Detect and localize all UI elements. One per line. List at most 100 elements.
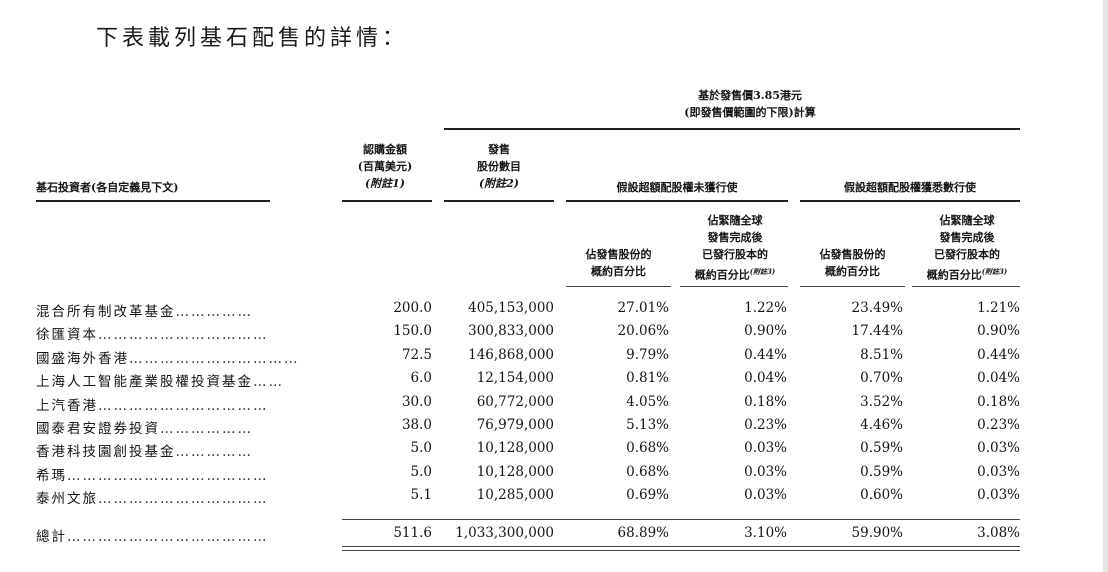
basis-heading: 基於發售價3.85港元 (即發售價範圍的下限)計算 xyxy=(600,87,900,121)
subscription-unit: (百萬美元) xyxy=(357,160,413,173)
total-row-leader-dots: ………………………………… xyxy=(67,529,269,545)
table-row-4-label: 上海人工智能產業股權投資基金 xyxy=(36,374,253,391)
shares-rule xyxy=(444,200,554,202)
table-row-2-a-total: 0.90% xyxy=(744,323,787,340)
table-row-5-a-total: 0.18% xyxy=(744,393,787,410)
table-row-3-name: 國盛海外香港…………………………… xyxy=(36,347,336,367)
table-row-6-amount: 38.0 xyxy=(401,417,432,433)
table-row-1-b-total: 1.21% xyxy=(977,300,1020,316)
table-row-1-name: 混合所有制改革基金…………… xyxy=(36,300,336,320)
b-total-label-3: 已發行股本的 xyxy=(934,248,1000,261)
table-row-7-a-offer: 0.68% xyxy=(626,440,669,457)
table-row-3-label: 國盛海外香港 xyxy=(36,350,129,367)
b-offer-label-1: 佔發售股份的 xyxy=(819,248,886,261)
table-row-4-shares: 12,154,000 xyxy=(476,370,554,387)
a-offer-label-1: 佔發售股份的 xyxy=(585,248,652,261)
table-row-7-b-offer: 0.59% xyxy=(860,440,903,457)
table-row-5-shares: 60,772,000 xyxy=(476,393,554,410)
shares-label-1: 發售 xyxy=(488,143,510,156)
table-row-2-amount: 150.0 xyxy=(393,323,432,340)
b-total-rule xyxy=(912,286,1020,287)
table-row-7-name: 香港科技園創投基金…………… xyxy=(36,440,336,460)
table-row-9-shares: 10,285,000 xyxy=(476,487,554,504)
group-a-rule xyxy=(566,200,788,202)
table-row-7-b-total: 0.03% xyxy=(977,440,1020,457)
table-row-8-b-total: 0.03% xyxy=(977,463,1020,480)
table-row-9-a-offer: 0.69% xyxy=(626,487,669,504)
table-row-1-a-offer: 27.01% xyxy=(617,300,669,316)
a-total-rule xyxy=(680,286,788,287)
b-total-label-1: 佔緊隨全球 xyxy=(939,214,995,227)
table-row-4-amount: 6.0 xyxy=(410,370,432,387)
table-row-3-b-total: 0.44% xyxy=(977,346,1020,363)
a-total-heading: 佔緊隨全球 發售完成後 已發行股本的 概約百分比(附註3) xyxy=(680,212,790,284)
group-b-heading: 假設超額配股權獲悉數行使 xyxy=(844,181,976,194)
b-offer-rule xyxy=(800,286,905,287)
table-row-2-name: 徐匯資本…………………………… xyxy=(36,323,336,343)
b-total-heading: 佔緊隨全球 發售完成後 已發行股本的 概約百分比(附註3) xyxy=(912,212,1022,284)
table-row-4-a-total: 0.04% xyxy=(744,370,787,387)
investor-rule xyxy=(36,200,270,202)
a-total-label-4: 概約百分比 xyxy=(694,268,750,282)
table-row-1-leader-dots: …………… xyxy=(175,304,253,320)
table-row-5-b-offer: 3.52% xyxy=(860,393,903,410)
basis-line-2: (即發售價範圍的下限)計算 xyxy=(684,106,816,119)
table-row-1-a-total: 1.22% xyxy=(744,300,787,316)
total-row-label: 總計 xyxy=(36,529,67,545)
table-row-4-b-offer: 0.70% xyxy=(860,370,903,387)
table-row-9-leader-dots: …………………………… xyxy=(98,491,269,508)
table-row-3-b-offer: 8.51% xyxy=(860,346,903,363)
table-row-2-b-offer: 17.44% xyxy=(851,323,903,340)
page-title: 下表載列基石配售的詳情： xyxy=(96,26,409,51)
b-total-note: (附註3) xyxy=(981,267,1008,276)
table-row-5-b-total: 0.18% xyxy=(977,393,1020,410)
basis-line-1: 基於發售價3.85港元 xyxy=(698,89,802,102)
table-row-4-a-offer: 0.81% xyxy=(626,370,669,387)
table-row-8-amount: 5.0 xyxy=(410,463,432,480)
table-row-6-b-offer: 4.46% xyxy=(860,417,903,433)
table-row-5-name: 上汽香港…………………………… xyxy=(36,394,336,414)
table-row-4-leader-dots: …… xyxy=(253,374,284,391)
table-row-8-b-offer: 0.59% xyxy=(860,463,903,480)
b-total-label-2: 發售完成後 xyxy=(939,231,995,244)
shares-heading: 發售 股份數目 (附註2) xyxy=(444,141,554,192)
total-row-b-offer: 59.90% xyxy=(851,525,903,541)
table-row-6-a-total: 0.23% xyxy=(744,417,787,433)
total-double-rule-top xyxy=(342,546,1020,547)
table-row-9-amount: 5.1 xyxy=(410,487,432,504)
table-row-3-leader-dots: …………………………… xyxy=(129,350,300,367)
total-row-amount: 511.6 xyxy=(393,525,432,541)
group-b-rule xyxy=(800,200,1020,202)
table-row-2-label: 徐匯資本 xyxy=(36,327,98,344)
total-row-name: 總計………………………………… xyxy=(36,525,336,545)
table-row-9-a-total: 0.03% xyxy=(744,487,787,504)
shares-note: (附註2) xyxy=(478,177,520,190)
total-row-a-offer: 68.89% xyxy=(617,525,669,541)
total-double-rule-bottom xyxy=(342,550,1020,551)
b-offer-label-2: 概約百分比 xyxy=(825,265,880,278)
table-row-3-shares: 146,868,000 xyxy=(468,346,554,363)
table-row-8-a-total: 0.03% xyxy=(744,463,787,480)
table-row-8-shares: 10,128,000 xyxy=(476,463,554,480)
table-row-3-a-offer: 9.79% xyxy=(626,346,669,363)
table-row-8-leader-dots: ………………………………… xyxy=(67,467,269,484)
table-row-7-a-total: 0.03% xyxy=(744,440,787,457)
table-row-6-name: 國泰君安證券投資……………… xyxy=(36,417,336,437)
a-total-label-2: 發售完成後 xyxy=(707,231,763,244)
table-row-3-a-total: 0.44% xyxy=(744,346,787,363)
table-row-8-name: 希瑪………………………………… xyxy=(36,464,336,484)
a-offer-rule xyxy=(566,286,671,287)
table-row-7-shares: 10,128,000 xyxy=(476,440,554,457)
subtotal-rule xyxy=(342,519,1020,520)
table-row-6-label: 國泰君安證券投資 xyxy=(36,421,160,437)
table-row-9-label: 泰州文旅 xyxy=(36,491,98,508)
table-row-8-label: 希瑪 xyxy=(36,467,67,484)
table-row-4-name: 上海人工智能產業股權投資基金…… xyxy=(36,370,336,390)
table-row-3-amount: 72.5 xyxy=(401,346,432,363)
shares-label-2: 股份數目 xyxy=(477,160,521,173)
table-row-9-b-total: 0.03% xyxy=(977,487,1020,504)
total-row-b-total: 3.08% xyxy=(977,525,1020,541)
investor-heading: 基石投資者(各自定義見下文) xyxy=(36,181,179,194)
a-total-note: (附註3) xyxy=(749,267,776,276)
table-row-5-a-offer: 4.05% xyxy=(626,393,669,410)
